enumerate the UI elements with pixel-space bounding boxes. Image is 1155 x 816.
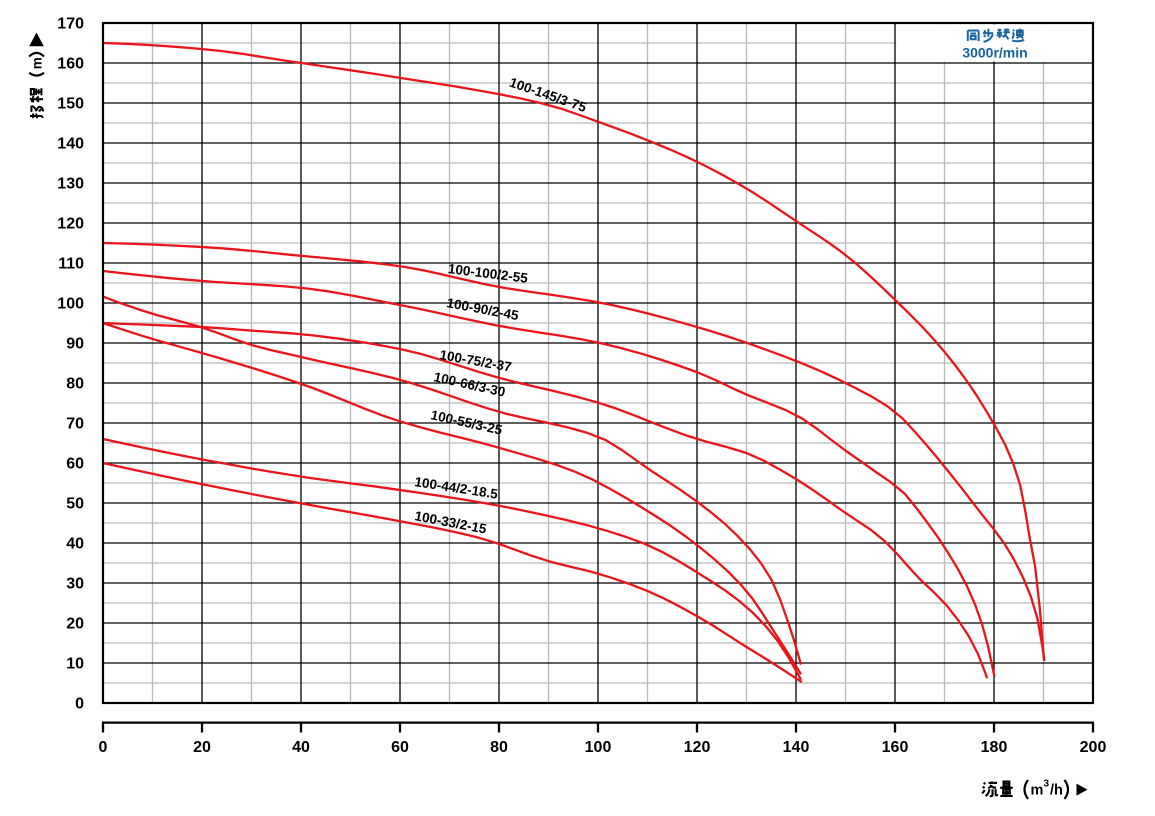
svg-text:50: 50 xyxy=(66,496,84,513)
svg-text:170: 170 xyxy=(57,16,84,33)
svg-text:120: 120 xyxy=(57,216,84,233)
svg-text:m: m xyxy=(1031,783,1044,799)
svg-text:m: m xyxy=(29,57,44,69)
svg-text:40: 40 xyxy=(66,536,84,553)
svg-text:3000r/min: 3000r/min xyxy=(962,45,1027,61)
svg-text:150: 150 xyxy=(57,96,84,113)
svg-text:60: 60 xyxy=(391,739,409,756)
svg-text:3: 3 xyxy=(1044,779,1050,790)
svg-text:80: 80 xyxy=(66,376,84,393)
svg-text:/h: /h xyxy=(1050,783,1063,799)
svg-text:0: 0 xyxy=(99,739,108,756)
svg-text:110: 110 xyxy=(58,256,84,273)
svg-text:40: 40 xyxy=(292,739,310,756)
svg-text:60: 60 xyxy=(66,456,84,473)
svg-text:100: 100 xyxy=(57,296,84,313)
svg-text:70: 70 xyxy=(66,416,84,433)
svg-text:200: 200 xyxy=(1080,739,1107,756)
svg-text:160: 160 xyxy=(57,56,84,73)
svg-text:0: 0 xyxy=(75,696,84,713)
svg-text:20: 20 xyxy=(66,616,84,633)
svg-text:180: 180 xyxy=(981,739,1008,756)
svg-text:100: 100 xyxy=(585,739,612,756)
svg-text:30: 30 xyxy=(66,576,84,593)
svg-text:160: 160 xyxy=(882,739,909,756)
svg-text:80: 80 xyxy=(490,739,508,756)
svg-text:130: 130 xyxy=(57,176,84,193)
svg-text:140: 140 xyxy=(57,136,84,153)
svg-text:90: 90 xyxy=(66,336,84,353)
svg-text:10: 10 xyxy=(66,656,84,673)
svg-text:140: 140 xyxy=(783,739,810,756)
svg-text:120: 120 xyxy=(684,739,711,756)
svg-text:20: 20 xyxy=(193,739,211,756)
